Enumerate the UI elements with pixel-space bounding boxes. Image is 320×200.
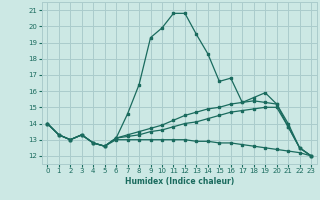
X-axis label: Humidex (Indice chaleur): Humidex (Indice chaleur) (124, 177, 234, 186)
